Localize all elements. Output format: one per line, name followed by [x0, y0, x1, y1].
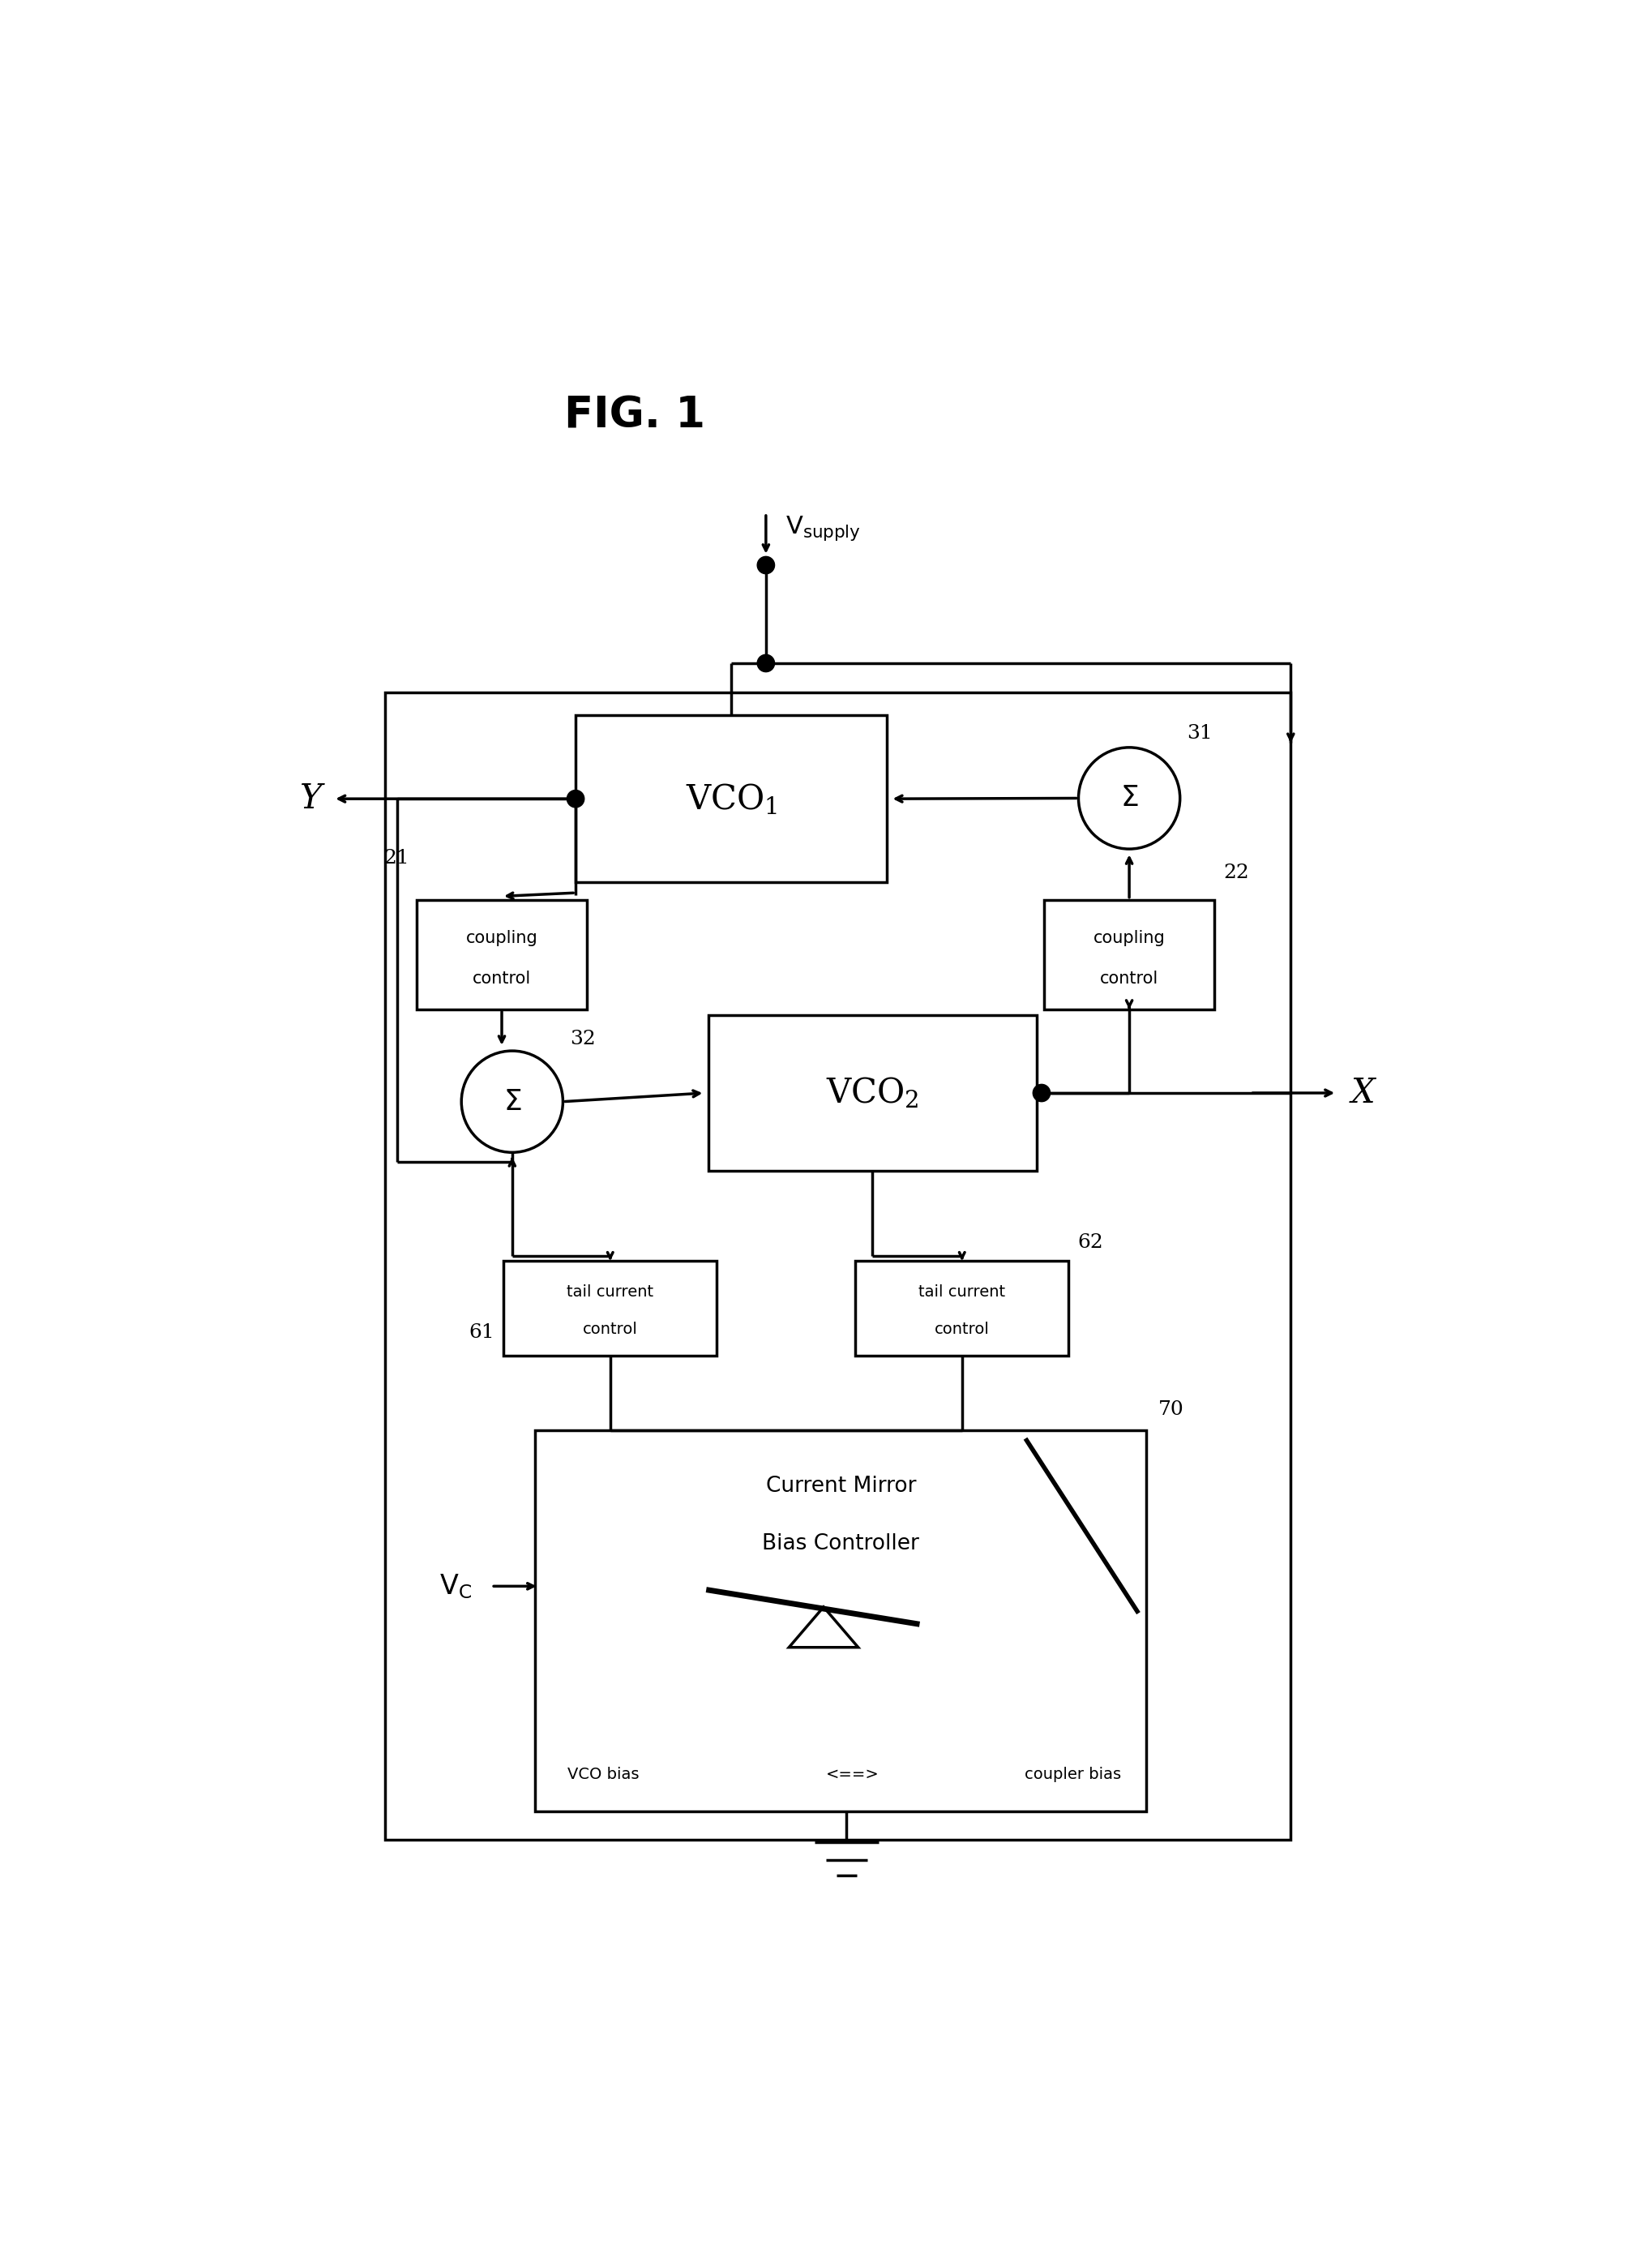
Bar	[504, 1260, 717, 1354]
Text: control: control	[583, 1321, 638, 1336]
Circle shape	[1032, 1084, 1051, 1102]
Text: 61: 61	[469, 1323, 494, 1341]
Text: $\Sigma$: $\Sigma$	[1120, 785, 1138, 812]
Circle shape	[1079, 747, 1180, 848]
Text: X: X	[1351, 1076, 1374, 1109]
Bar	[385, 693, 1290, 1840]
Text: 62: 62	[1077, 1233, 1104, 1251]
Text: VCO$_{\mathregular{1}}$: VCO$_{\mathregular{1}}$	[686, 781, 776, 817]
Text: V$_{\mathregular{C}}$: V$_{\mathregular{C}}$	[439, 1573, 472, 1600]
Text: coupler bias: coupler bias	[1024, 1766, 1122, 1782]
Bar	[575, 716, 887, 882]
Text: 31: 31	[1186, 725, 1213, 743]
Bar	[1044, 900, 1214, 1010]
Text: Bias Controller: Bias Controller	[762, 1532, 920, 1555]
Text: 70: 70	[1158, 1400, 1184, 1420]
Text: $\Sigma$: $\Sigma$	[504, 1087, 522, 1116]
Text: VCO$_{\mathregular{2}}$: VCO$_{\mathregular{2}}$	[826, 1076, 919, 1112]
Text: 32: 32	[570, 1030, 596, 1049]
Text: control: control	[1100, 970, 1158, 988]
Bar	[709, 1015, 1037, 1170]
Text: tail current: tail current	[567, 1285, 654, 1300]
Text: 22: 22	[1224, 864, 1249, 882]
Text: coupling: coupling	[1094, 929, 1165, 947]
Text: tail current: tail current	[919, 1285, 1006, 1300]
Circle shape	[567, 790, 585, 808]
Text: VCO bias: VCO bias	[568, 1766, 639, 1782]
Bar	[416, 900, 586, 1010]
Bar	[535, 1431, 1146, 1811]
Text: coupling: coupling	[466, 929, 539, 947]
Circle shape	[757, 655, 775, 673]
Text: Y: Y	[299, 781, 322, 817]
Circle shape	[757, 556, 775, 574]
Text: <==>: <==>	[826, 1766, 879, 1782]
Text: Current Mirror: Current Mirror	[765, 1476, 917, 1496]
Text: control: control	[472, 970, 530, 988]
Text: control: control	[935, 1321, 990, 1336]
Bar	[856, 1260, 1069, 1354]
Circle shape	[461, 1051, 563, 1152]
Text: FIG. 1: FIG. 1	[563, 394, 705, 437]
Text: 21: 21	[383, 848, 410, 869]
Text: V$_{\mathregular{supply}}$: V$_{\mathregular{supply}}$	[785, 513, 861, 542]
